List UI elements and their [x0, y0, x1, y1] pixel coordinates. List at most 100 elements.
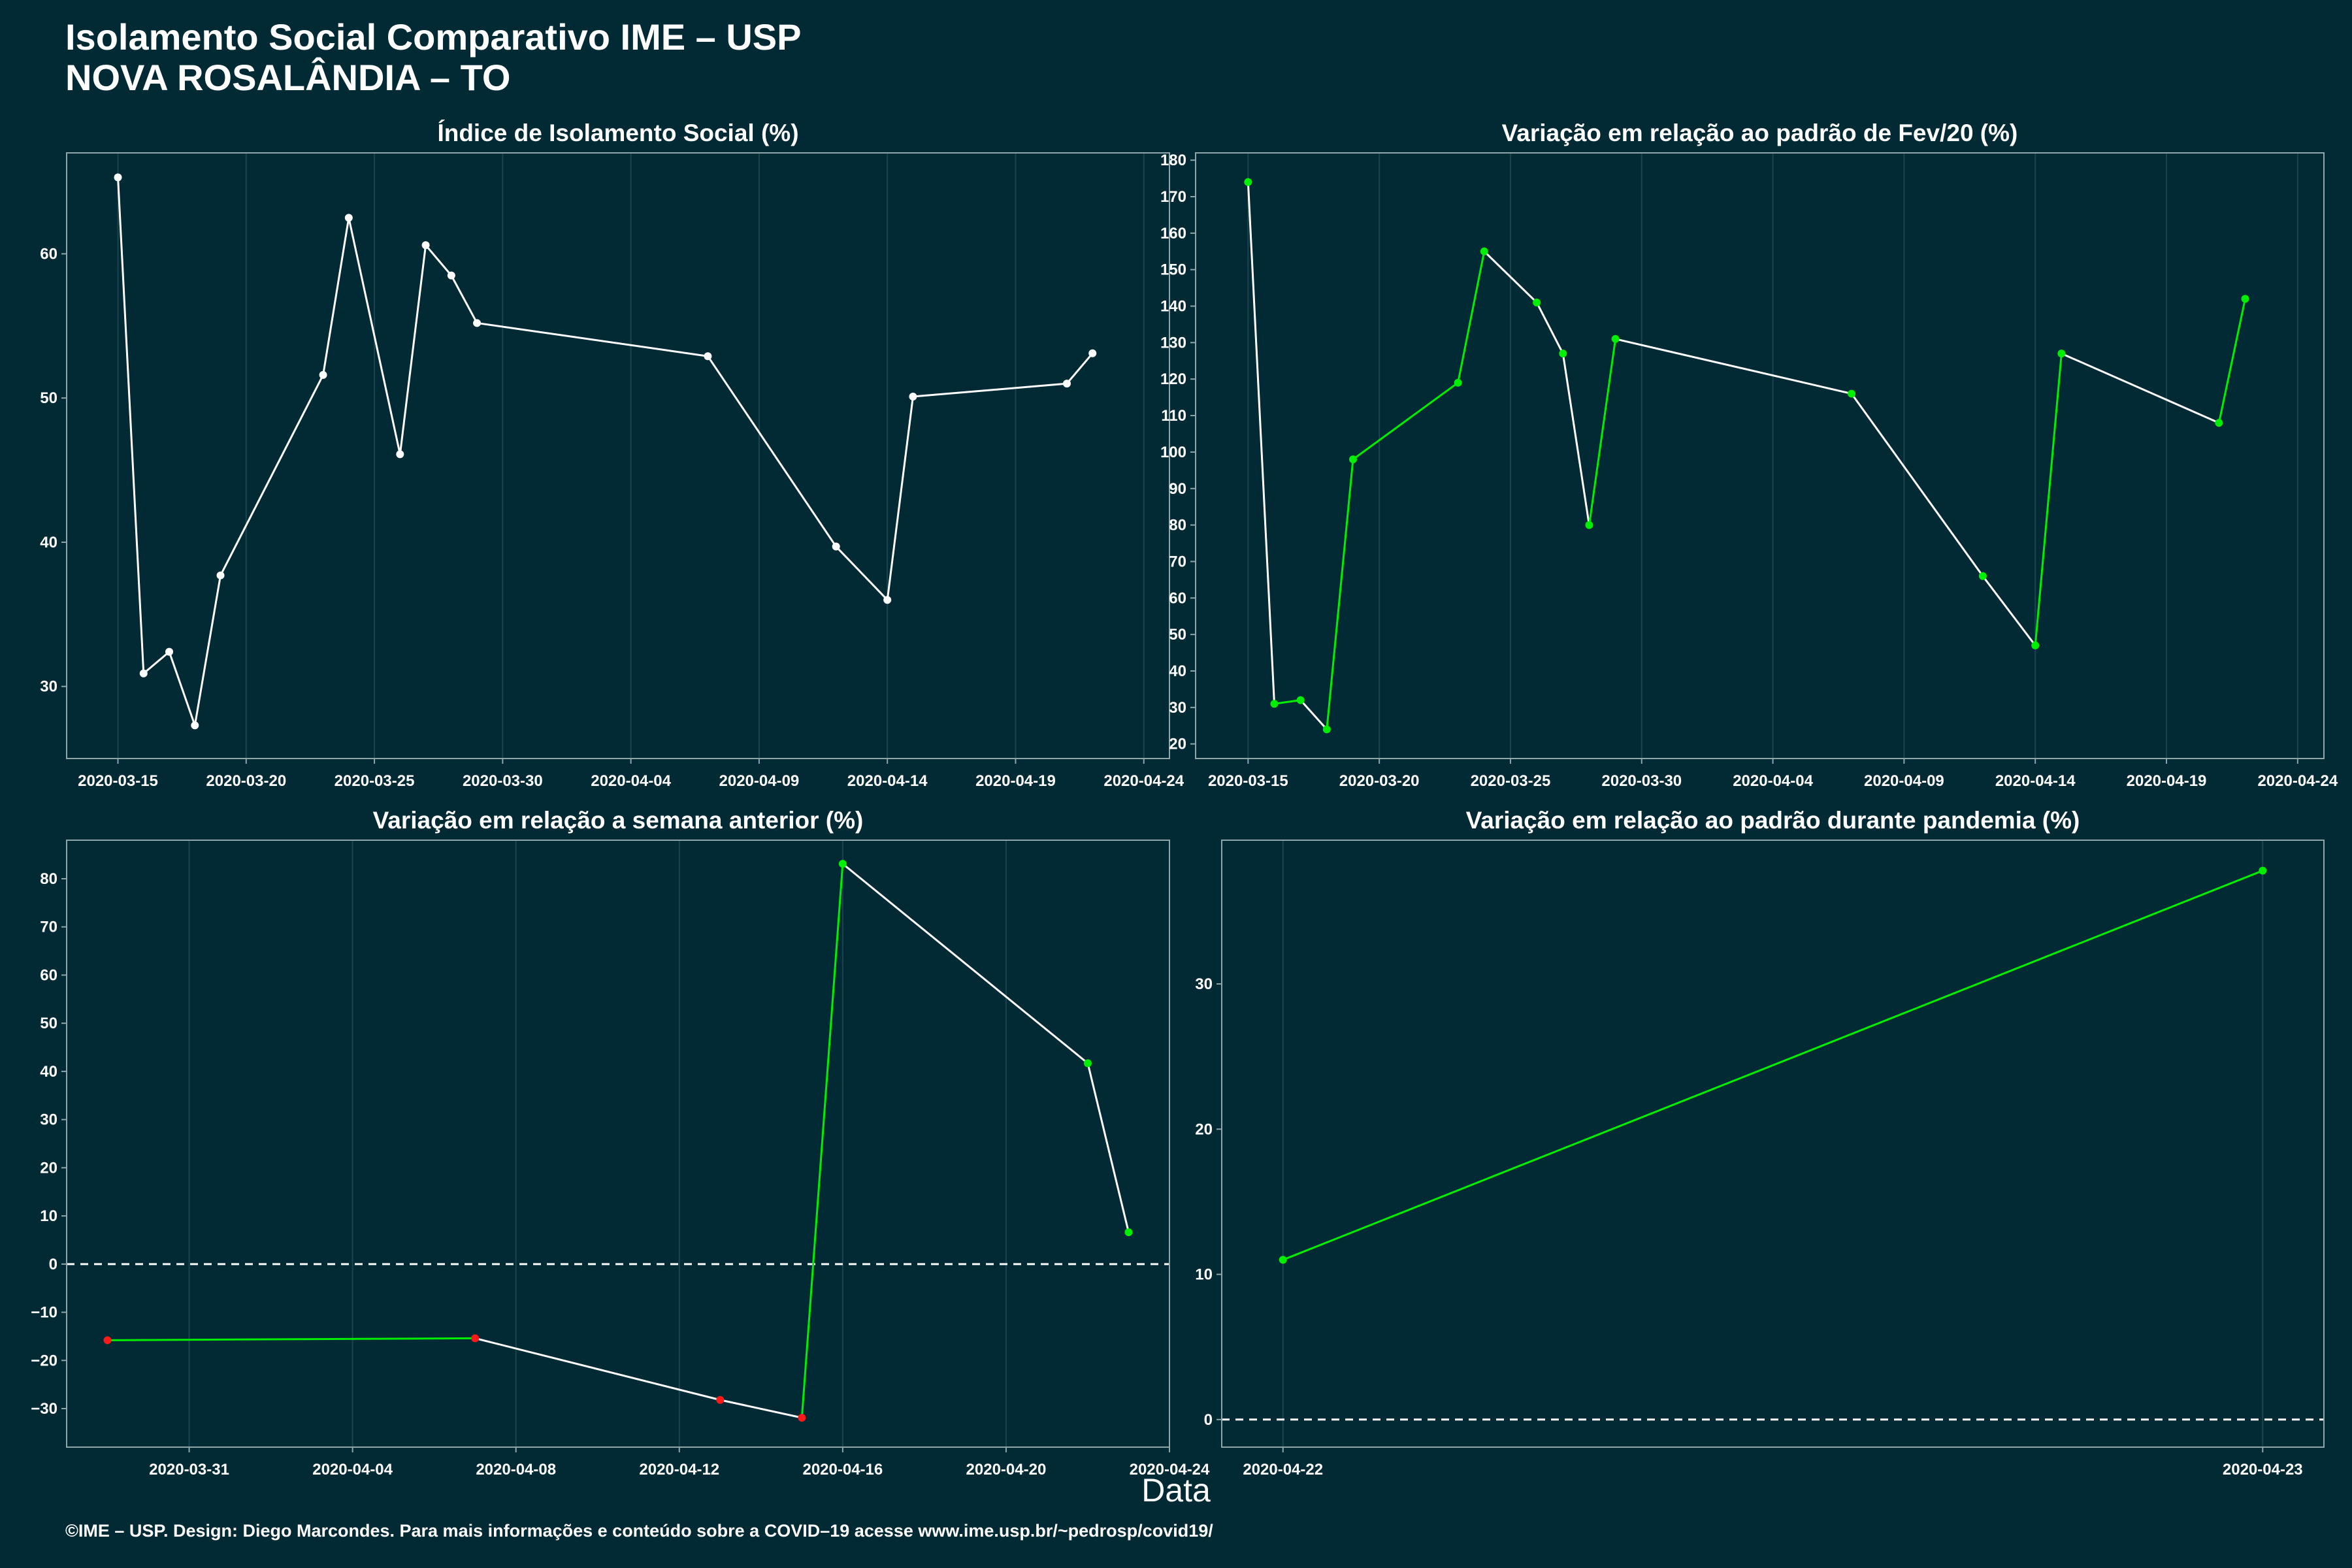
y-tick-label: 90 [1169, 480, 1186, 498]
y-tick-label: −30 [31, 1400, 57, 1418]
series-segment [1282, 870, 2263, 1261]
y-tick-label: 40 [40, 1063, 57, 1081]
y-tick-label: 30 [1195, 975, 1213, 993]
x-tick-label: 2020-03-31 [149, 1461, 229, 1478]
series-segment [835, 546, 889, 601]
data-point [1454, 378, 1462, 387]
x-tick-label: 2020-04-04 [312, 1461, 393, 1478]
x-tick-label: 2020-04-19 [975, 772, 1056, 790]
y-tick-label: 150 [1160, 261, 1186, 279]
y-tick-label: 160 [1160, 225, 1186, 242]
data-point [2057, 350, 2066, 358]
x-tick-label: 2020-03-15 [1208, 772, 1288, 790]
x-tick-label: 2020-03-20 [1339, 772, 1420, 790]
x-tick-label: 2020-04-09 [719, 772, 800, 790]
x-tick-label: 2020-03-30 [463, 772, 543, 790]
y-tick-label: 180 [1160, 152, 1186, 169]
series-segment [476, 321, 708, 357]
data-point [191, 721, 199, 730]
x-tick-label: 2020-04-04 [1733, 772, 1813, 790]
y-tick-label: 20 [1169, 736, 1186, 753]
footer-credit: ©IME – USP. Design: Diego Marcondes. Par… [65, 1521, 1213, 1541]
series-segment [800, 864, 844, 1418]
x-tick-label: 2020-04-12 [639, 1461, 719, 1478]
series-segment [707, 355, 837, 547]
data-point [1848, 389, 1856, 398]
data-point [798, 1414, 806, 1422]
series-segment [886, 396, 914, 600]
y-tick-label: 60 [40, 966, 57, 984]
series-segment [142, 651, 170, 674]
data-point [1585, 521, 1593, 529]
y-tick-label: 170 [1160, 188, 1186, 206]
data-point [139, 669, 148, 678]
x-tick-label: 2020-03-15 [78, 772, 158, 790]
y-tick-label: −10 [31, 1304, 57, 1322]
y-tick-label: 20 [40, 1159, 57, 1177]
series-segment [2034, 353, 2063, 646]
data-point [471, 1334, 480, 1343]
data-point [1296, 696, 1305, 704]
y-tick-label: 30 [40, 1111, 57, 1129]
x-tick-label: 2020-03-25 [335, 772, 415, 790]
y-tick-label: 70 [40, 919, 57, 936]
data-point [1062, 380, 1071, 388]
series-segment [117, 177, 145, 674]
chart-title: Variação em relação ao padrão durante pa… [1466, 807, 2080, 834]
y-tick-label: 60 [1169, 589, 1186, 607]
data-point [1611, 335, 1620, 343]
data-point [1083, 1059, 1092, 1068]
data-point [716, 1396, 725, 1404]
x-tick-label: 2020-04-14 [847, 772, 928, 790]
y-tick-label: 100 [1160, 444, 1186, 461]
y-tick-label: 80 [40, 870, 57, 888]
y-tick-label: 140 [1160, 298, 1186, 316]
series-segment [1352, 382, 1459, 461]
chart-panel-1: Índice de Isolamento Social (%) 2020-03-1… [40, 120, 1184, 790]
series-segment [193, 575, 222, 726]
series-segment [1535, 302, 1564, 354]
chart-title: Variação em relação ao padrão de Fev/20 … [1502, 120, 2018, 146]
chart-panel-4: Variação em relação ao padrão durante pa… [1195, 807, 2325, 1478]
x-tick-label: 2020-04-24 [2257, 772, 2338, 790]
series-segment [474, 1337, 721, 1401]
series-segment [1457, 251, 1486, 384]
plot-border [1195, 152, 2325, 759]
x-tick-label: 2020-04-16 [802, 1461, 883, 1478]
data-point [1533, 298, 1541, 306]
series-segment [1588, 338, 1617, 525]
x-tick-label: 2020-04-23 [2223, 1461, 2303, 1478]
series-segment [399, 245, 427, 455]
series-segment [1066, 352, 1094, 385]
chart-panel-3: Variação em relação a semana anterior (%… [31, 807, 1210, 1478]
y-tick-label: 30 [1169, 699, 1186, 717]
x-tick-label: 2020-04-20 [966, 1461, 1047, 1478]
series-segment [1299, 699, 1328, 730]
y-tick-label: 0 [49, 1256, 57, 1273]
data-point [2031, 641, 2040, 649]
y-tick-label: 70 [1169, 553, 1186, 570]
data-point [1480, 247, 1488, 255]
data-point [1348, 455, 1357, 464]
series-segment [913, 382, 1068, 398]
y-tick-label: 50 [40, 1015, 57, 1032]
chart-title: Variação em relação a semana anterior (%… [373, 807, 864, 834]
chart-panel-2: Variação em relação ao padrão de Fev/20 … [1160, 120, 2338, 790]
series-segment [1274, 699, 1301, 705]
data-point [1244, 178, 1252, 186]
series-segment [719, 1399, 802, 1419]
x-tick-label: 2020-04-14 [1995, 772, 2076, 790]
data-point [396, 450, 404, 459]
y-tick-label: 80 [1169, 517, 1186, 534]
x-tick-label: 2020-04-19 [2127, 772, 2207, 790]
y-tick-label: 110 [1161, 407, 1186, 425]
data-point [1559, 350, 1567, 358]
data-point [447, 271, 455, 280]
plot-border [66, 840, 1170, 1448]
y-tick-label: 10 [1195, 1266, 1213, 1284]
series-segment [168, 651, 196, 726]
series-segment [220, 374, 324, 576]
data-point [832, 542, 840, 551]
series-segment [450, 274, 478, 324]
